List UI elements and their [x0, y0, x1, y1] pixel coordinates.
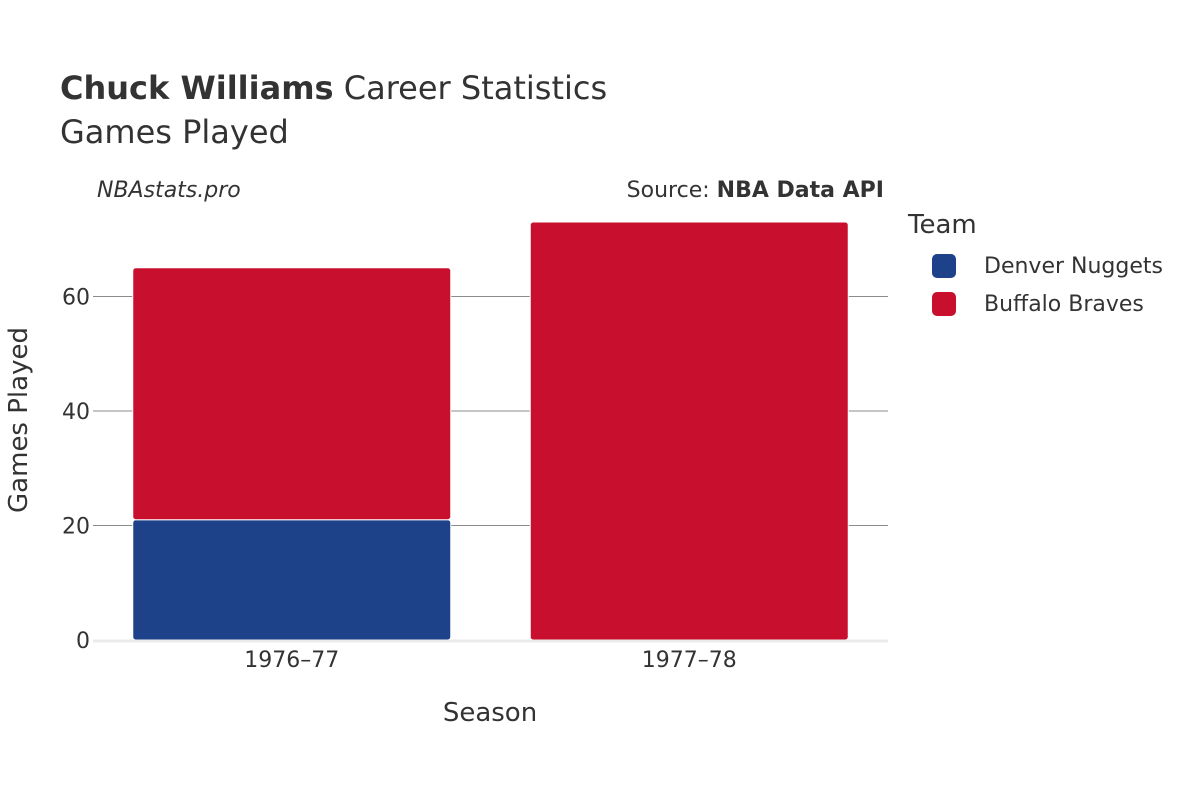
source-name: NBA Data API [716, 178, 884, 203]
legend-swatch [932, 254, 956, 278]
site-watermark: NBAstats.pro [97, 178, 241, 203]
x-tick-label: 1976–77 [244, 648, 339, 673]
bar-denver-nuggets[interactable] [132, 519, 452, 641]
legend-swatch [932, 292, 956, 316]
source-credit: Source: NBA Data API [627, 178, 884, 203]
player-name: Chuck Williams [60, 69, 334, 107]
bar-buffalo-braves[interactable] [529, 221, 849, 641]
title-suffix: Career Statistics [343, 69, 608, 107]
chart-title: Chuck Williams Career Statistics [60, 68, 607, 108]
bars [132, 221, 849, 641]
y-tick-label: 60 [62, 285, 90, 310]
legend-item-denver-nuggets[interactable]: Denver Nuggets [932, 253, 1163, 279]
source-prefix: Source: [626, 178, 710, 203]
legend-title: Team [908, 210, 977, 240]
y-tick-label: 20 [62, 514, 90, 539]
chart-subtitle: Games Played [60, 113, 289, 151]
x-axis-title: Season [443, 698, 537, 728]
y-tick-label: 40 [62, 400, 90, 425]
y-axis-title: Games Played [4, 327, 34, 513]
bar-buffalo-braves[interactable] [132, 267, 452, 521]
legend-label: Buffalo Braves [984, 291, 1144, 317]
x-tick-label: 1977–78 [642, 648, 737, 673]
axes: 0 20 40 60 1976–77 1977–78 [62, 285, 888, 673]
y-tick-label: 0 [76, 629, 90, 654]
legend-label: Denver Nuggets [984, 253, 1163, 279]
legend-item-buffalo-braves[interactable]: Buffalo Braves [932, 291, 1144, 317]
